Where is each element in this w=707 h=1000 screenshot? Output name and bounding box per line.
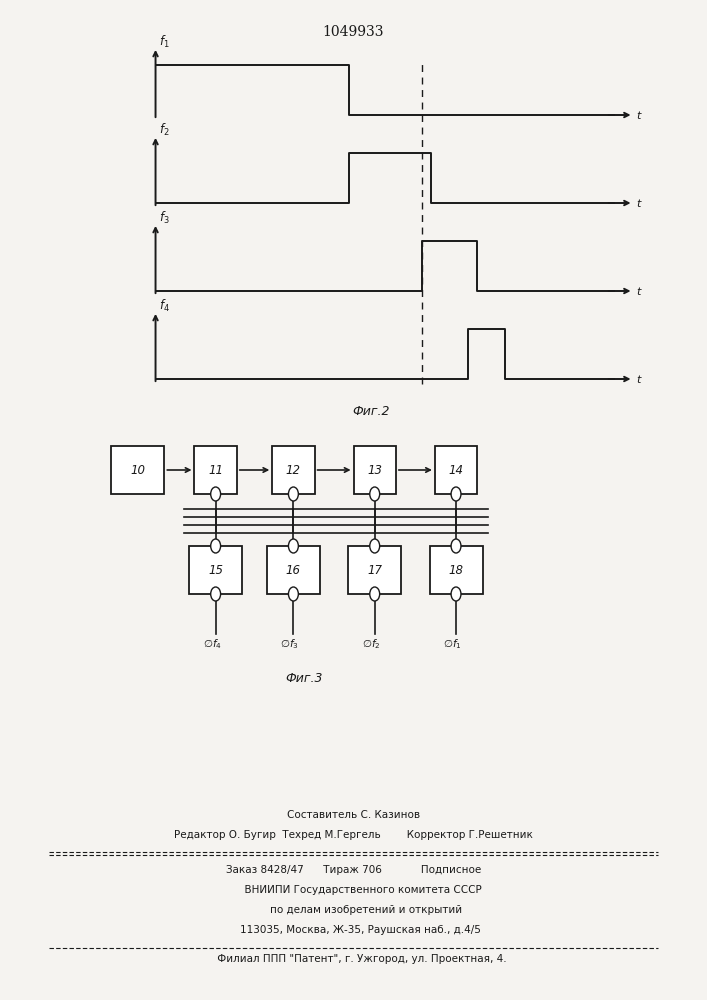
Circle shape — [370, 487, 380, 501]
Bar — [349, 546, 402, 594]
Text: 1049933: 1049933 — [323, 25, 384, 39]
Text: $\varnothing f_2$: $\varnothing f_2$ — [362, 637, 380, 651]
Text: 10: 10 — [130, 464, 146, 477]
Text: 11: 11 — [208, 464, 223, 477]
Bar — [354, 446, 396, 494]
Text: 16: 16 — [286, 564, 301, 576]
Text: 13: 13 — [367, 464, 382, 477]
Circle shape — [370, 539, 380, 553]
Text: ВНИИПИ Государственного комитета СССР: ВНИИПИ Государственного комитета СССР — [225, 885, 482, 895]
Text: Фиг.2: Фиг.2 — [352, 405, 390, 418]
Circle shape — [211, 487, 221, 501]
Circle shape — [451, 539, 461, 553]
Bar — [267, 546, 320, 594]
Text: $t$: $t$ — [636, 373, 643, 385]
Circle shape — [288, 487, 298, 501]
Text: $f_4$: $f_4$ — [159, 298, 170, 314]
Text: $\varnothing f_3$: $\varnothing f_3$ — [281, 637, 299, 651]
Text: $f_2$: $f_2$ — [159, 122, 170, 138]
Text: $t$: $t$ — [636, 197, 643, 209]
Text: $\varnothing f_1$: $\varnothing f_1$ — [443, 637, 462, 651]
Text: $f_3$: $f_3$ — [159, 210, 170, 226]
Text: $f_1$: $f_1$ — [159, 34, 170, 50]
Text: 15: 15 — [208, 564, 223, 576]
Text: Фиг.3: Фиг.3 — [285, 672, 323, 685]
Circle shape — [288, 587, 298, 601]
Text: Филиал ППП "Патент", г. Ужгород, ул. Проектная, 4.: Филиал ППП "Патент", г. Ужгород, ул. Про… — [201, 954, 506, 964]
Circle shape — [451, 487, 461, 501]
Circle shape — [451, 587, 461, 601]
Text: 12: 12 — [286, 464, 301, 477]
Circle shape — [211, 587, 221, 601]
Circle shape — [211, 539, 221, 553]
Bar — [430, 546, 483, 594]
Text: 18: 18 — [448, 564, 464, 576]
Text: по делам изобретений и открытий: по делам изобретений и открытий — [245, 905, 462, 915]
Bar — [112, 446, 164, 494]
Circle shape — [288, 539, 298, 553]
Bar — [272, 446, 315, 494]
Text: 14: 14 — [448, 464, 464, 477]
Circle shape — [370, 587, 380, 601]
Bar — [435, 446, 477, 494]
Text: Составитель С. Казинов: Составитель С. Казинов — [287, 810, 420, 820]
Text: $t$: $t$ — [636, 109, 643, 121]
Text: 113035, Москва, Ж-35, Раушская наб., д.4/5: 113035, Москва, Ж-35, Раушская наб., д.4… — [226, 925, 481, 935]
Text: $\varnothing f_4$: $\varnothing f_4$ — [203, 637, 221, 651]
Text: Редактор О. Бугир  Техред М.Гергель        Корректор Г.Решетник: Редактор О. Бугир Техред М.Гергель Корре… — [174, 830, 533, 840]
Bar — [194, 446, 237, 494]
Bar — [189, 546, 242, 594]
Text: 17: 17 — [367, 564, 382, 576]
Text: $t$: $t$ — [636, 285, 643, 297]
Text: Заказ 8428/47      Тираж 706            Подписное: Заказ 8428/47 Тираж 706 Подписное — [226, 865, 481, 875]
